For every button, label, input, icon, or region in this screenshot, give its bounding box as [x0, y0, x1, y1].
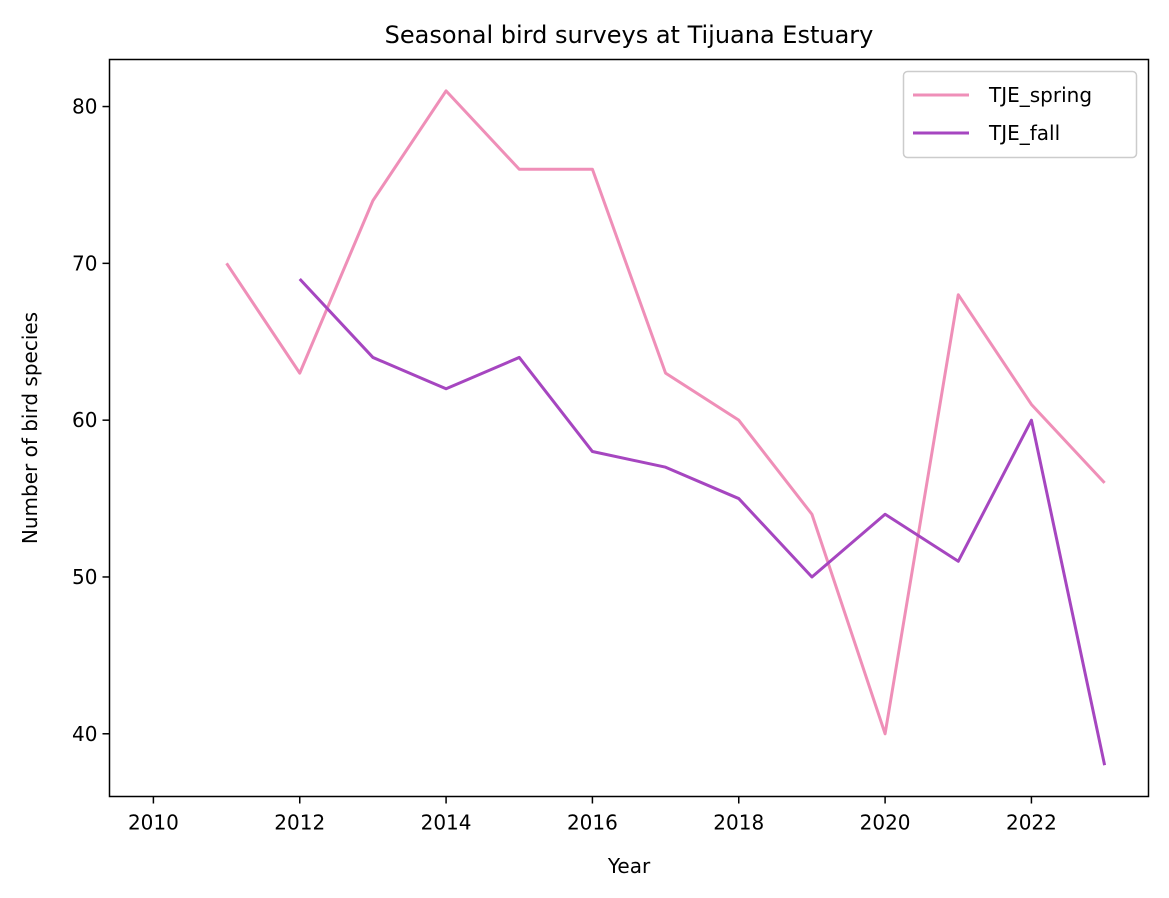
- y-tick-label: 60: [72, 408, 97, 432]
- series-line-tje-spring: [225, 89, 1106, 736]
- y-axis-label: Number of bird species: [18, 312, 42, 544]
- legend-label: TJE_fall: [988, 121, 1060, 145]
- x-axis-label: Year: [607, 854, 651, 878]
- series-layer: [225, 89, 1107, 766]
- y-tick-label: 40: [72, 722, 97, 746]
- y-tick-label: 70: [72, 251, 97, 275]
- series-line-tje-fall: [298, 278, 1107, 766]
- x-tick-label: 2020: [860, 811, 911, 835]
- x-tick-label: 2010: [128, 811, 179, 835]
- x-tick-label: 2012: [274, 811, 325, 835]
- x-tick-label: 2014: [421, 811, 472, 835]
- legend-box: [902, 70, 1138, 159]
- x-tick-label: 2018: [713, 811, 764, 835]
- x-tick-label: 2016: [567, 811, 618, 835]
- chart-title: Seasonal bird surveys at Tijuana Estuary: [385, 21, 874, 49]
- x-axis: 2010 2012 2014 2016 2018 2020 2022: [128, 796, 1057, 835]
- y-tick-label: 50: [72, 565, 97, 589]
- y-tick-label: 80: [72, 95, 97, 119]
- y-axis: 40 50 60 70 80: [72, 95, 110, 746]
- legend: TJE_spring TJE_fall: [902, 70, 1138, 159]
- x-tick-label: 2022: [1006, 811, 1057, 835]
- plot-frame: [108, 58, 1150, 798]
- legend-label: TJE_spring: [988, 83, 1092, 107]
